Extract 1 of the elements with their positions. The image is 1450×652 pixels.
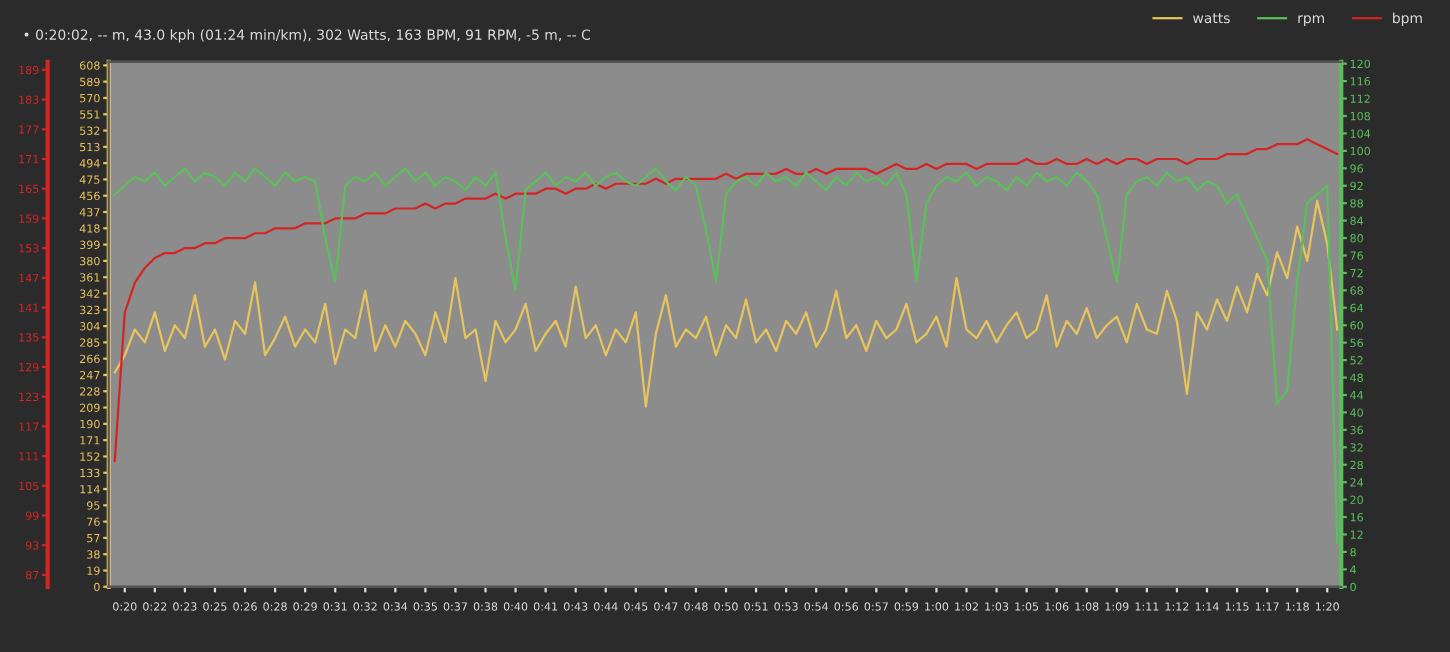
line-series <box>113 138 1339 463</box>
